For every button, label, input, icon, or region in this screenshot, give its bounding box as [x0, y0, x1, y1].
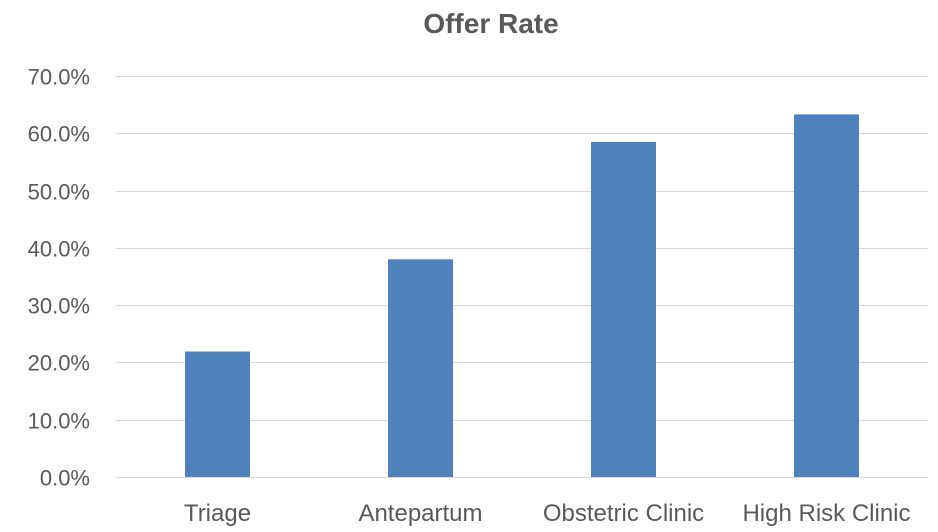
y-tick-label: 20.0%	[28, 351, 90, 376]
x-category-label: Obstetric Clinic	[543, 500, 704, 527]
y-axis-tick-labels: 0.0% 10.0% 20.0% 30.0% 40.0% 50.0% 60.0% 70.0%	[28, 65, 90, 491]
y-tick-label: 0.0%	[40, 466, 90, 491]
bar-high-risk-clinic	[794, 114, 859, 477]
x-category-label: High Risk Clinic	[742, 500, 910, 527]
gridlines	[116, 76, 928, 478]
y-tick-label: 30.0%	[28, 294, 90, 319]
y-tick-label: 70.0%	[28, 65, 90, 90]
bars	[185, 114, 859, 477]
y-tick-label: 40.0%	[28, 237, 90, 262]
chart-title: Offer Rate	[423, 8, 558, 39]
y-tick-label: 50.0%	[28, 180, 90, 205]
x-category-label: Antepartum	[358, 500, 482, 527]
y-tick-label: 10.0%	[28, 409, 90, 434]
bar-obstetric-clinic	[591, 141, 656, 477]
bar-triage	[185, 351, 250, 477]
y-tick-label: 60.0%	[28, 122, 90, 147]
x-axis-category-labels: Triage Antepartum Obstetric Clinic High Ris…	[184, 500, 911, 527]
bar-antepartum	[388, 259, 453, 477]
x-category-label: Triage	[184, 500, 251, 527]
